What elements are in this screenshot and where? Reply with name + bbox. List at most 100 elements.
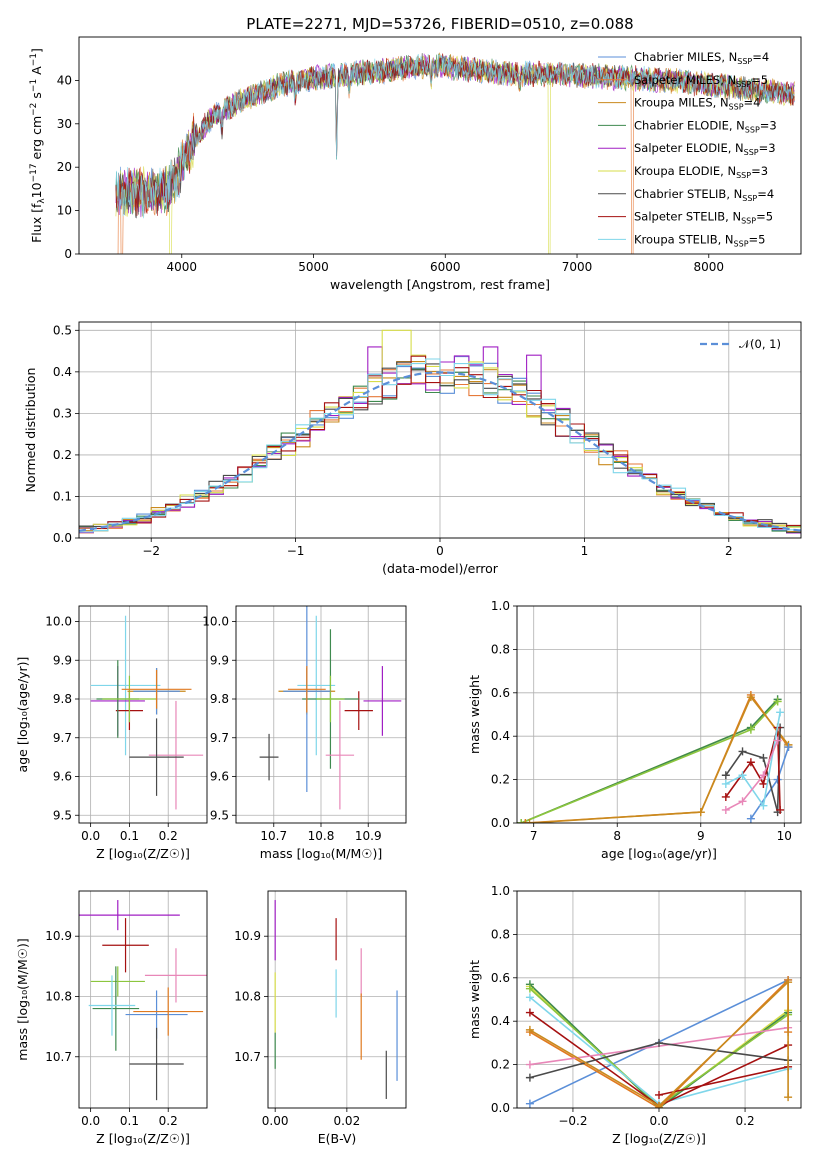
point-salpeter_stelib [102,918,149,973]
weights_vs_z-frame [516,890,802,1109]
weight-marker [773,775,782,784]
y-tick-label: 0.2 [491,773,510,787]
weight-line-kroupa_miles [529,980,789,1107]
point-bright_orange [287,666,326,713]
y-tick-label: 0.4 [53,365,72,379]
y-tick-label: 30 [57,117,72,131]
weight-marker [738,797,747,806]
weight-marker [759,801,768,810]
y-tick-label: 1.0 [491,599,510,613]
y-tick-label: 9.7 [53,731,72,745]
weight-marker [521,819,530,823]
point-bright_green [102,675,157,723]
residuals-ylabel: Normed distribution [23,368,38,493]
age_vs_z-frame [78,605,208,824]
weight-marker [784,743,793,752]
age_vs_z-ylabel: age [log₁₀(age/yr)] [15,657,30,773]
x-tick-label: 10 [777,829,792,843]
weight-marker [759,779,768,788]
weight-line-salpeter_stelib [658,1066,789,1096]
weight-line-kroupa_miles [529,695,790,823]
x-tick-label: 10.7 [260,829,287,843]
weight-marker [738,771,747,780]
legend-label-chabrier_stelib: Chabrier STELIB, NSSP=4 [634,187,774,203]
x-tick-label: 9 [697,829,705,843]
spectrum-lines [115,52,795,254]
y-tick-label: 10.8 [45,989,72,1003]
point-chabrier_elodie [92,966,140,1051]
legend-label-chabrier_miles: Chabrier MILES, NSSP=4 [634,50,769,66]
mass_vs_ebv-frame [267,890,407,1109]
legend-label-salpeter_elodie: Salpeter ELODIE, NSSP=3 [634,141,776,157]
mass_vs_ebv-points [274,900,398,1099]
spectrum-frame [78,36,802,255]
weight-marker [525,1099,534,1108]
age_vs_z-points [90,615,204,810]
y-tick-label: 0.0 [53,531,72,545]
x-tick-label: 0.2 [736,1114,755,1128]
spectrum-axes: 4000 5000 6000 7000 8000 0 10 20 30 40 wavelength … [57,73,724,292]
point-salpeter_stelib [344,691,373,730]
weight-marker [721,792,730,801]
x-tick-label: −1 [287,544,305,558]
weight-marker [517,819,526,823]
y-tick-label: 0.1 [53,489,72,503]
point-salpeter_elodie [363,666,402,736]
point-salpeter_elodie [79,900,180,931]
legend-label-salpeter_miles: Salpeter MILES, NSSP=5 [634,73,768,89]
point-pink [148,700,204,810]
x-tick-label: 7000 [562,260,593,274]
point-pink [144,948,207,1003]
y-tick-label: 0.3 [53,406,72,420]
spectrum-xlabel: wavelength [Angstrom, rest frame] [330,277,550,292]
point-kroupa_stelib [88,975,136,1036]
weights_vs_z-axes: −0.2 0.0 0.2 0.0 0.2 0.4 0.6 0.8 1.0 Z [log₁₀(Z/Z… [467,884,801,1146]
legend-label-salpeter_stelib: Salpeter STELIB, NSSP=5 [634,210,773,226]
gaussian-curve [79,371,801,532]
x-tick-label: 8 [613,829,621,843]
x-tick-label: 0.0 [649,1114,668,1128]
weights_vs_age-xlabel: age [log₁₀(age/yr)] [601,846,717,861]
weight-marker [525,993,534,1002]
age_vs_mass-xlabel: mass [log₁₀(M/M☉)] [260,846,382,861]
y-tick-label: 0.6 [491,971,510,985]
x-tick-label: 0 [436,544,444,558]
y-tick-label: 0 [64,247,72,261]
weight-marker [525,1073,534,1082]
y-tick-label: 0.0 [491,816,510,830]
mass_vs_z-xlabel: Z [log₁₀(Z/Z☉)] [96,1131,190,1146]
spectrum-ylabel: Flux [fλ10−17 erg cm−2 s−1 A−1] [29,48,47,243]
weights_vs_age-axes: 7 8 9 10 0.0 0.2 0.4 0.6 0.8 1.0 age [log₁₀(age/yr… [467,599,801,861]
y-tick-label: 10.9 [234,929,261,943]
x-tick-label: −0.2 [558,1114,587,1128]
weight-marker [696,808,705,817]
x-tick-label: 6000 [430,260,461,274]
weight-marker [773,736,782,745]
weight-marker [721,779,730,788]
x-tick-label: 8000 [694,260,725,274]
weight-marker [721,805,730,814]
age_vs_z-xlabel: Z [log₁₀(Z/Z☉)] [96,846,190,861]
histogram-kroupa_stelib [79,358,801,533]
x-tick-label: 0.00 [262,1114,289,1128]
spectrum-legend: Chabrier MILES, NSSP=4 Salpeter MILES, NS… [598,50,777,248]
x-tick-label: 4000 [166,260,197,274]
y-tick-label: 1.0 [491,884,510,898]
point-chabrier_stelib [259,733,279,781]
weight-marker [655,1090,663,1099]
y-tick-label: 10.9 [45,929,72,943]
y-tick-label: 9.5 [53,808,72,822]
y-tick-label: 9.9 [210,653,229,667]
legend-label-kroupa_miles: Kroupa MILES, NSSP=4 [634,96,760,112]
point-bright_green [90,966,145,997]
mass_vs_z-ylabel: mass [log₁₀(M/M☉)] [15,938,30,1060]
weight-marker [773,697,782,706]
weight-marker [525,1008,534,1017]
y-tick-label: 0.4 [491,1014,510,1028]
age_vs_mass-axes: 10.7 10.8 10.9 9.5 9.6 9.7 9.8 9.9 10.0 mass [log… [202,606,406,861]
y-tick-label: 10.8 [234,989,261,1003]
weights_vs_age-frame [516,605,802,824]
weight-marker [525,1025,534,1034]
legend-label-kroupa_elodie: Kroupa ELODIE, NSSP=3 [634,164,768,180]
x-tick-label: −2 [142,544,160,558]
